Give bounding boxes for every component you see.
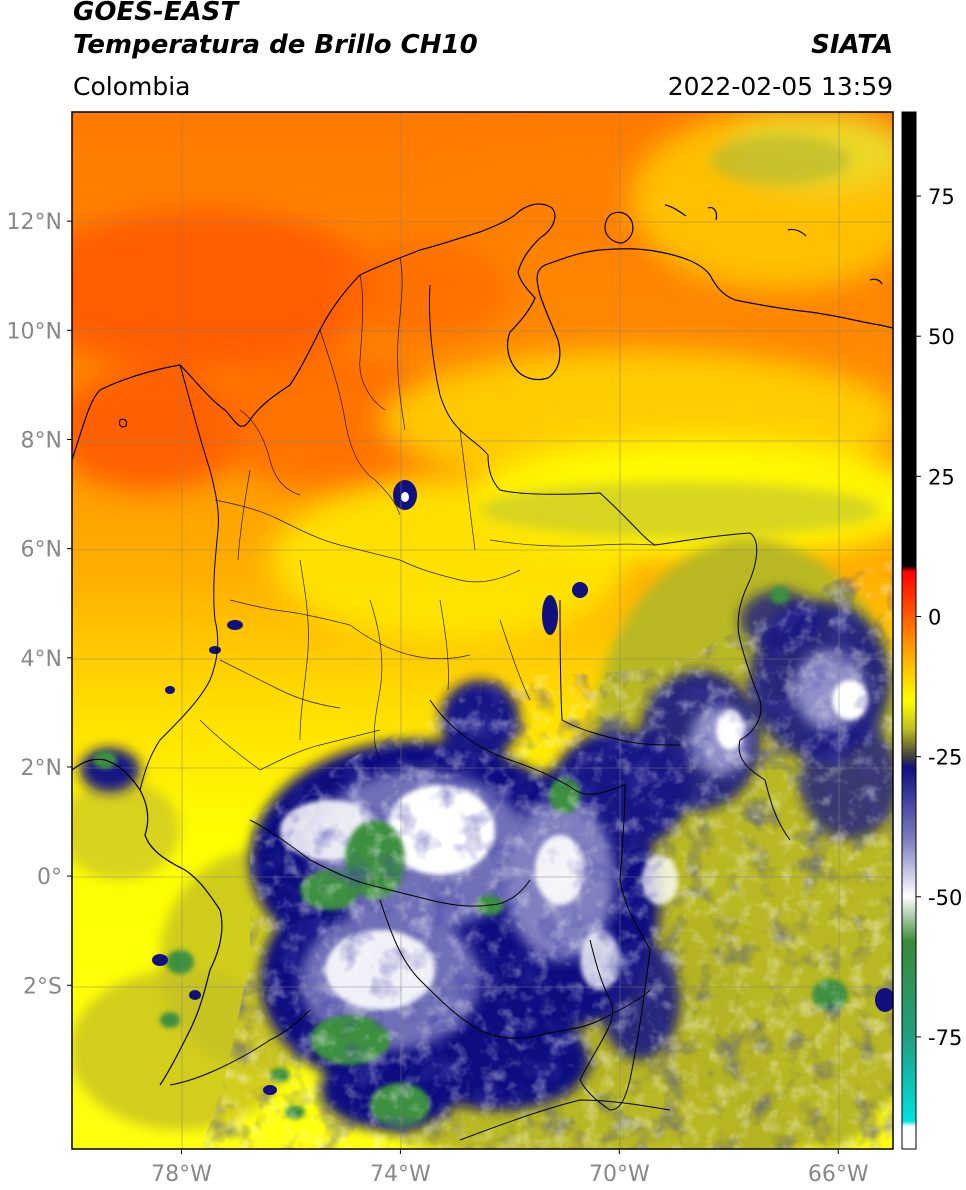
datetime-label: 2022-02-05 13:59 <box>667 72 893 101</box>
lat-tick-label: 10°N <box>7 319 62 344</box>
lon-tick-label: 66°W <box>808 1162 869 1187</box>
colorbar-tick-label: 0 <box>928 605 941 629</box>
colorbar-frame <box>901 111 917 1150</box>
satellite-title: GOES-EAST <box>73 0 239 27</box>
lon-tick-label: 78°W <box>151 1162 212 1187</box>
region-label: Colombia <box>73 72 191 101</box>
lat-tick-label: 2°S <box>23 974 62 999</box>
department-borders <box>199 257 656 771</box>
longitude-ticks: 78°W 74°W 70°W 66°W <box>151 1149 869 1187</box>
colorbar-tick-label: -50 <box>928 886 962 910</box>
lat-tick-label: 0° <box>37 865 62 890</box>
colorbar-tick-label: -25 <box>928 746 962 770</box>
latitude-ticks: 12°N 10°N 8°N 6°N 4°N 2°N 0° 2°S <box>7 210 72 999</box>
lat-tick-label: 12°N <box>7 210 62 235</box>
colorbar-tick-label: 50 <box>928 325 955 349</box>
colorbar-gradient <box>902 112 916 1149</box>
product-title: Temperatura de Brillo CH10 <box>73 30 478 60</box>
colorbar-tick-label: -75 <box>928 1026 962 1050</box>
agency-label: SIATA <box>811 30 893 60</box>
lat-tick-label: 6°N <box>21 538 62 563</box>
colorbar: 75 50 25 0 -25 -50 -75 <box>901 111 962 1150</box>
borders <box>139 284 791 1141</box>
graticule <box>72 112 893 1149</box>
map-frame <box>71 111 894 1150</box>
lat-tick-label: 8°N <box>21 428 62 453</box>
lat-tick-label: 2°N <box>21 756 62 781</box>
lat-tick-label: 4°N <box>21 647 62 672</box>
coastlines <box>72 203 893 1086</box>
colorbar-tick-label: 25 <box>928 465 955 489</box>
colorbar-tick-label: 75 <box>928 185 955 209</box>
lon-tick-label: 70°W <box>589 1162 650 1187</box>
lon-tick-label: 74°W <box>370 1162 431 1187</box>
